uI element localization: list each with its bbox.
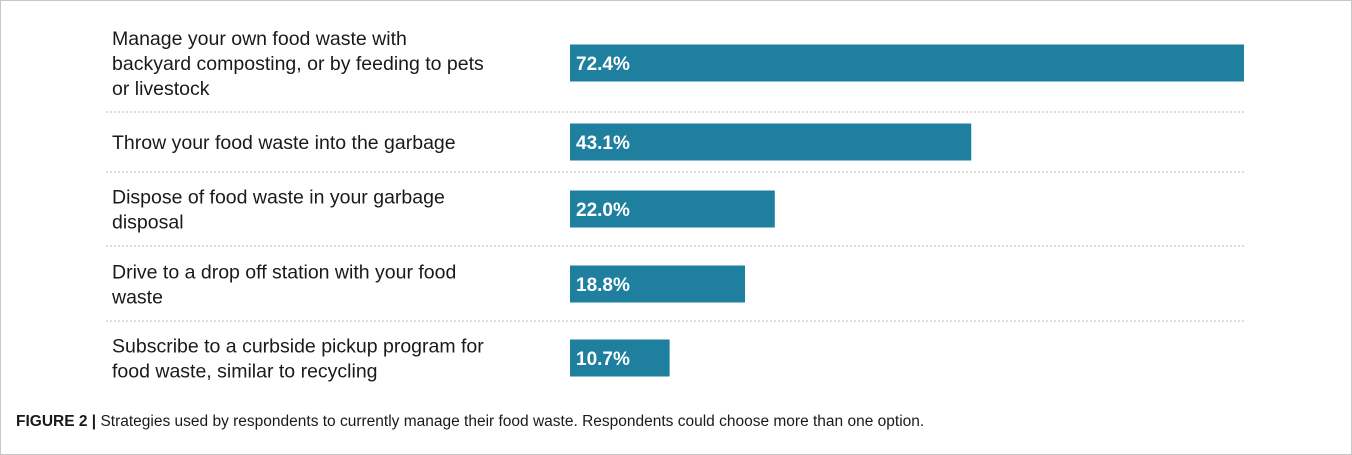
category-label: Throw your food waste into the garbage — [112, 132, 456, 154]
bar-value-label: 10.7% — [576, 349, 630, 370]
category-label-line: backyard composting, or by feeding to pe… — [112, 53, 484, 75]
bar — [570, 190, 775, 228]
category-label-line: Throw your food waste into the garbage — [112, 132, 456, 154]
figure-caption: FIGURE 2 | Strategies used by respondent… — [16, 413, 1336, 431]
bar-chart: 72.4% Manage your own food waste with back… — [106, 28, 1245, 383]
category-label-line: Drive to a drop off station with your fo… — [112, 262, 456, 284]
category-label-line: Dispose of food waste in your garbage — [112, 187, 445, 209]
bar-value-label: 22.0% — [576, 200, 630, 221]
category-label-line: or livestock — [112, 78, 210, 100]
bar — [570, 123, 972, 161]
category-label: Dispose of food waste in your garbage dis… — [112, 187, 445, 234]
caption-text: Strategies used by respondents to curren… — [96, 413, 925, 430]
category-label: Drive to a drop off station with your fo… — [111, 262, 456, 309]
bar-value-label: 43.1% — [576, 133, 630, 154]
category-label-line: food waste, similar to recycling — [112, 361, 378, 383]
category-label: Subscribe to a curbside pickup program f… — [112, 336, 484, 383]
figure-label: FIGURE 2 | — [16, 413, 97, 430]
category-label-line: Manage your own food waste with — [112, 28, 407, 50]
bar — [570, 44, 1244, 82]
category-label-line: Subscribe to a curbside pickup program f… — [112, 336, 484, 358]
bar — [570, 265, 746, 303]
bar — [570, 339, 670, 377]
category-label-line: waste — [111, 287, 163, 309]
bar-value-label: 18.8% — [576, 275, 630, 296]
category-label-line: disposal — [112, 212, 184, 234]
bar-value-label: 72.4% — [576, 54, 630, 75]
category-label: Manage your own food waste with backyard … — [112, 28, 484, 100]
